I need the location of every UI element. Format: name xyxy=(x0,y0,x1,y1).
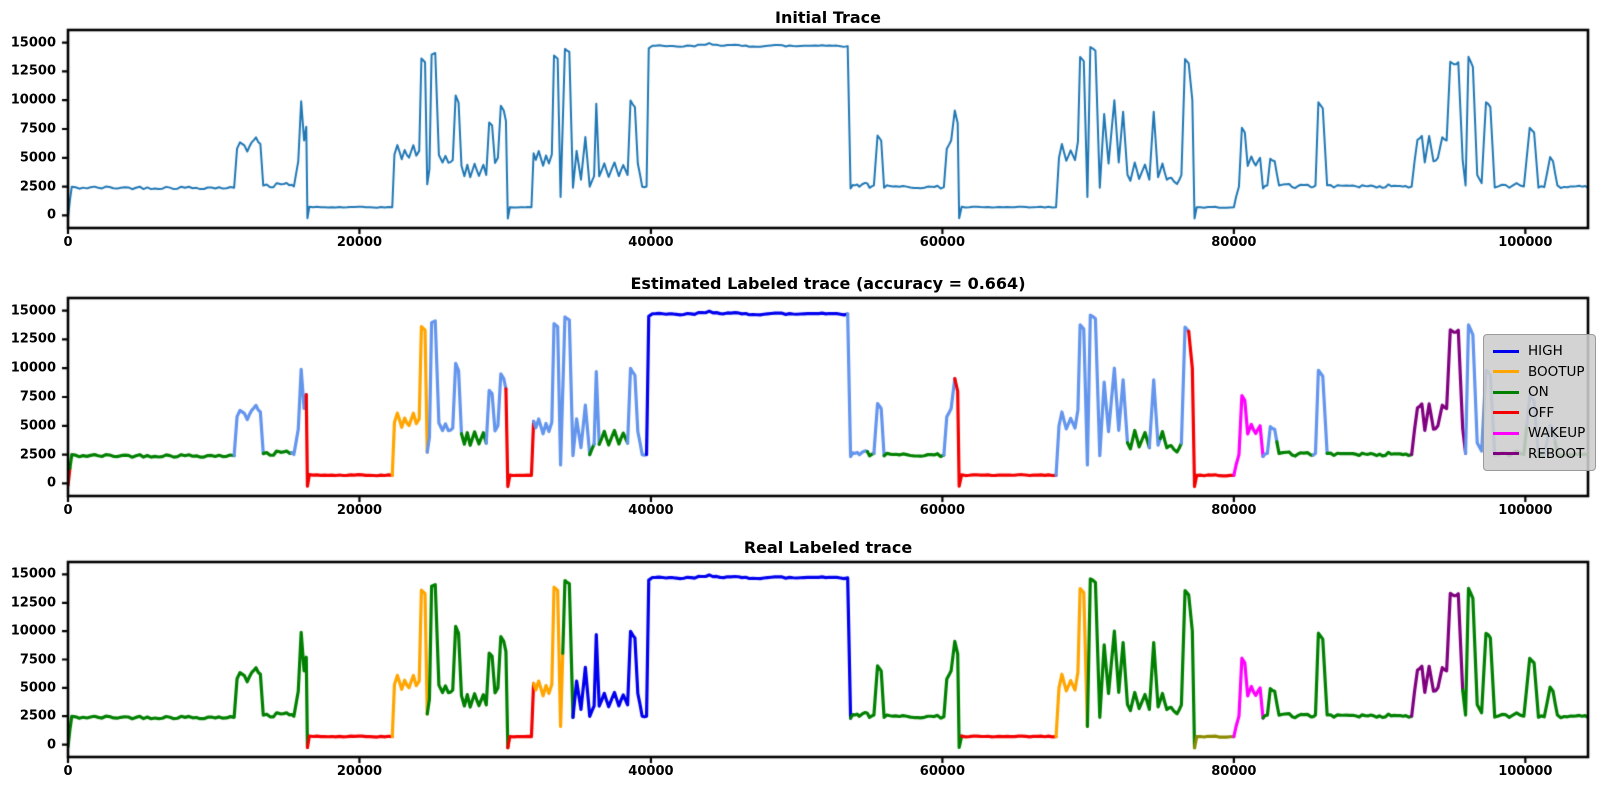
y-tick-label: 5000 xyxy=(19,418,56,434)
y-tick-label: 2500 xyxy=(19,708,56,724)
x-tick-label: 0 xyxy=(63,235,73,250)
legend-entry: REBOOT xyxy=(1493,445,1589,463)
y-tick-label: 0 xyxy=(46,207,56,223)
y-tick-label: 15000 xyxy=(10,566,56,582)
x-tick-label: 60000 xyxy=(919,764,966,779)
y-tick-label: 5000 xyxy=(19,680,56,696)
legend-entry: BOOTUP xyxy=(1493,363,1589,381)
y-tick-label: 12500 xyxy=(10,595,56,611)
x-tick-label: 40000 xyxy=(628,235,674,250)
legend-entry: HIGH xyxy=(1493,342,1589,360)
x-tick-label: 100000 xyxy=(1498,503,1553,518)
legend-label: BOOTUP xyxy=(1528,363,1585,380)
legend-line-swatch xyxy=(1493,349,1519,353)
subplot1-title: Initial Trace xyxy=(775,8,881,27)
x-tick-label: 80000 xyxy=(1211,764,1257,779)
x-tick-label: 20000 xyxy=(336,235,383,250)
x-tick-label: 20000 xyxy=(336,764,383,779)
x-tick-label: 40000 xyxy=(628,503,674,518)
legend-entry: ON xyxy=(1493,383,1589,401)
x-tick-label: 0 xyxy=(63,503,73,518)
legend-label: REBOOT xyxy=(1528,445,1585,462)
y-tick-label: 0 xyxy=(46,475,56,491)
y-tick-label: 7500 xyxy=(19,652,56,667)
legend-line-swatch xyxy=(1493,390,1519,394)
legend-line-swatch xyxy=(1493,431,1519,435)
legend-label: HIGH xyxy=(1528,343,1563,359)
legend-label: WAKEUP xyxy=(1528,425,1586,442)
x-tick-label: 80000 xyxy=(1211,235,1257,250)
legend-line-swatch xyxy=(1493,411,1519,415)
y-tick-label: 10000 xyxy=(10,92,56,108)
legend-label: OFF xyxy=(1528,404,1555,421)
legend-entry: OFF xyxy=(1493,404,1589,422)
legend-line-swatch xyxy=(1493,452,1519,456)
y-tick-label: 2500 xyxy=(19,179,56,195)
legend-box: HIGH BOOTUP ON OFF WAKEUP REBOOT xyxy=(1483,334,1596,471)
x-tick-label: 40000 xyxy=(628,764,674,779)
y-tick-label: 12500 xyxy=(10,331,56,347)
y-tick-label: 10000 xyxy=(10,360,56,376)
x-tick-label: 100000 xyxy=(1498,764,1553,779)
subplot2-title: Estimated Labeled trace (accuracy = 0.66… xyxy=(630,274,1026,293)
x-tick-label: 60000 xyxy=(919,503,966,518)
y-tick-label: 12500 xyxy=(10,63,56,79)
x-tick-label: 60000 xyxy=(919,235,966,250)
y-tick-label: 0 xyxy=(46,737,56,753)
y-tick-label: 10000 xyxy=(10,623,56,639)
x-tick-label: 0 xyxy=(63,764,73,779)
y-tick-label: 7500 xyxy=(19,121,56,137)
y-tick-label: 2500 xyxy=(19,447,56,463)
legend-label: ON xyxy=(1528,384,1549,401)
y-tick-label: 15000 xyxy=(10,35,56,51)
legend-entry: WAKEUP xyxy=(1493,424,1589,442)
x-tick-label: 100000 xyxy=(1498,235,1553,250)
legend-line-swatch xyxy=(1493,370,1519,374)
y-tick-label: 5000 xyxy=(19,150,56,166)
subplot3-title: Real Labeled trace xyxy=(743,538,913,557)
y-tick-label: 15000 xyxy=(10,303,56,319)
x-tick-label: 20000 xyxy=(336,503,383,518)
x-tick-label: 80000 xyxy=(1211,503,1257,518)
y-tick-label: 7500 xyxy=(19,389,56,405)
